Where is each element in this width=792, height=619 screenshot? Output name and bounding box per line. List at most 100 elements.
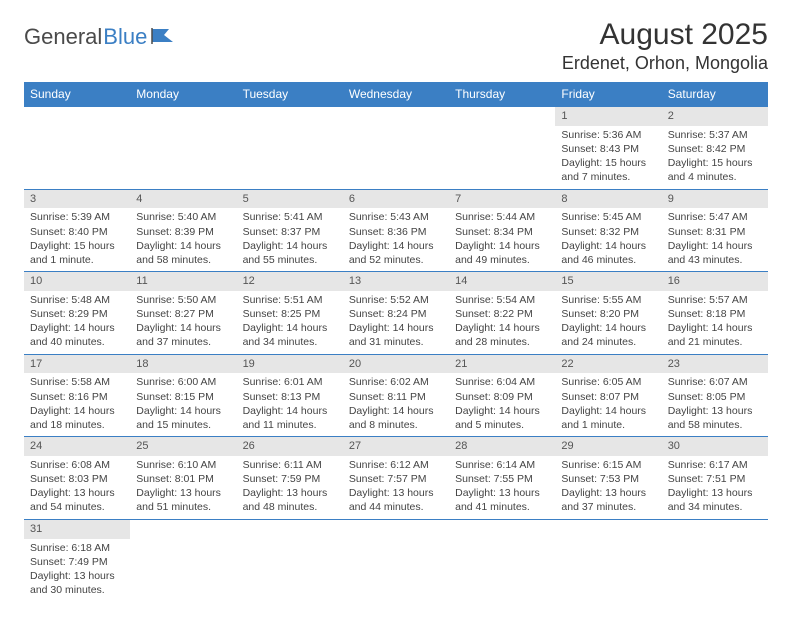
sunset-text: Sunset: 8:31 PM xyxy=(668,225,762,239)
daylight-text: Daylight: 14 hours and 31 minutes. xyxy=(349,321,443,349)
day-details: Sunrise: 6:05 AMSunset: 8:07 PMDaylight:… xyxy=(555,373,661,436)
sunset-text: Sunset: 8:24 PM xyxy=(349,307,443,321)
sunset-text: Sunset: 8:18 PM xyxy=(668,307,762,321)
day-number xyxy=(237,520,343,539)
day-cell xyxy=(662,519,768,601)
day-details: Sunrise: 5:41 AMSunset: 8:37 PMDaylight:… xyxy=(237,208,343,271)
day-cell: 22Sunrise: 6:05 AMSunset: 8:07 PMDayligh… xyxy=(555,354,661,437)
daylight-text: Daylight: 14 hours and 34 minutes. xyxy=(243,321,337,349)
sunrise-text: Sunrise: 6:15 AM xyxy=(561,458,655,472)
day-number: 10 xyxy=(24,272,130,291)
sunset-text: Sunset: 8:07 PM xyxy=(561,390,655,404)
day-number xyxy=(24,107,130,126)
day-details: Sunrise: 5:57 AMSunset: 8:18 PMDaylight:… xyxy=(662,291,768,354)
sunset-text: Sunset: 7:49 PM xyxy=(30,555,124,569)
day-details: Sunrise: 6:12 AMSunset: 7:57 PMDaylight:… xyxy=(343,456,449,519)
sunrise-text: Sunrise: 6:11 AM xyxy=(243,458,337,472)
day-cell: 1Sunrise: 5:36 AMSunset: 8:43 PMDaylight… xyxy=(555,107,661,190)
sunrise-text: Sunrise: 5:40 AM xyxy=(136,210,230,224)
day-cell: 16Sunrise: 5:57 AMSunset: 8:18 PMDayligh… xyxy=(662,272,768,355)
day-details: Sunrise: 6:04 AMSunset: 8:09 PMDaylight:… xyxy=(449,373,555,436)
day-number: 15 xyxy=(555,272,661,291)
day-number: 31 xyxy=(24,520,130,539)
day-header: Tuesday xyxy=(237,82,343,107)
day-cell: 19Sunrise: 6:01 AMSunset: 8:13 PMDayligh… xyxy=(237,354,343,437)
day-cell: 30Sunrise: 6:17 AMSunset: 7:51 PMDayligh… xyxy=(662,437,768,520)
logo-text-general: General xyxy=(24,24,102,50)
sunrise-text: Sunrise: 6:02 AM xyxy=(349,375,443,389)
sunset-text: Sunset: 8:09 PM xyxy=(455,390,549,404)
day-number xyxy=(449,107,555,126)
day-header-row: Sunday Monday Tuesday Wednesday Thursday… xyxy=(24,82,768,107)
day-number: 29 xyxy=(555,437,661,456)
day-number: 20 xyxy=(343,355,449,374)
day-cell xyxy=(555,519,661,601)
day-cell: 10Sunrise: 5:48 AMSunset: 8:29 PMDayligh… xyxy=(24,272,130,355)
daylight-text: Daylight: 14 hours and 46 minutes. xyxy=(561,239,655,267)
daylight-text: Daylight: 14 hours and 11 minutes. xyxy=(243,404,337,432)
daylight-text: Daylight: 14 hours and 8 minutes. xyxy=(349,404,443,432)
day-number: 21 xyxy=(449,355,555,374)
sunrise-text: Sunrise: 5:57 AM xyxy=(668,293,762,307)
location: Erdenet, Orhon, Mongolia xyxy=(562,53,768,74)
sunrise-text: Sunrise: 5:36 AM xyxy=(561,128,655,142)
day-number: 22 xyxy=(555,355,661,374)
day-cell: 21Sunrise: 6:04 AMSunset: 8:09 PMDayligh… xyxy=(449,354,555,437)
sunrise-text: Sunrise: 5:43 AM xyxy=(349,210,443,224)
day-number: 16 xyxy=(662,272,768,291)
sunset-text: Sunset: 8:11 PM xyxy=(349,390,443,404)
day-number xyxy=(662,520,768,539)
day-details: Sunrise: 6:10 AMSunset: 8:01 PMDaylight:… xyxy=(130,456,236,519)
daylight-text: Daylight: 14 hours and 28 minutes. xyxy=(455,321,549,349)
day-cell: 15Sunrise: 5:55 AMSunset: 8:20 PMDayligh… xyxy=(555,272,661,355)
sunrise-text: Sunrise: 5:44 AM xyxy=(455,210,549,224)
daylight-text: Daylight: 15 hours and 7 minutes. xyxy=(561,156,655,184)
daylight-text: Daylight: 13 hours and 41 minutes. xyxy=(455,486,549,514)
day-cell: 24Sunrise: 6:08 AMSunset: 8:03 PMDayligh… xyxy=(24,437,130,520)
day-cell: 2Sunrise: 5:37 AMSunset: 8:42 PMDaylight… xyxy=(662,107,768,190)
calendar-body: 1Sunrise: 5:36 AMSunset: 8:43 PMDaylight… xyxy=(24,107,768,602)
day-header: Friday xyxy=(555,82,661,107)
day-details: Sunrise: 5:48 AMSunset: 8:29 PMDaylight:… xyxy=(24,291,130,354)
day-cell xyxy=(449,519,555,601)
day-cell: 12Sunrise: 5:51 AMSunset: 8:25 PMDayligh… xyxy=(237,272,343,355)
sunset-text: Sunset: 8:39 PM xyxy=(136,225,230,239)
day-details: Sunrise: 6:14 AMSunset: 7:55 PMDaylight:… xyxy=(449,456,555,519)
sunrise-text: Sunrise: 5:48 AM xyxy=(30,293,124,307)
daylight-text: Daylight: 13 hours and 48 minutes. xyxy=(243,486,337,514)
sunset-text: Sunset: 8:36 PM xyxy=(349,225,443,239)
day-details: Sunrise: 6:07 AMSunset: 8:05 PMDaylight:… xyxy=(662,373,768,436)
day-details: Sunrise: 5:45 AMSunset: 8:32 PMDaylight:… xyxy=(555,208,661,271)
day-number: 19 xyxy=(237,355,343,374)
sunrise-text: Sunrise: 5:55 AM xyxy=(561,293,655,307)
day-number xyxy=(555,520,661,539)
day-number xyxy=(130,107,236,126)
daylight-text: Daylight: 14 hours and 15 minutes. xyxy=(136,404,230,432)
day-cell: 3Sunrise: 5:39 AMSunset: 8:40 PMDaylight… xyxy=(24,189,130,272)
day-details: Sunrise: 5:55 AMSunset: 8:20 PMDaylight:… xyxy=(555,291,661,354)
sunset-text: Sunset: 8:01 PM xyxy=(136,472,230,486)
daylight-text: Daylight: 14 hours and 24 minutes. xyxy=(561,321,655,349)
sunset-text: Sunset: 8:37 PM xyxy=(243,225,337,239)
flag-icon xyxy=(151,24,175,50)
sunset-text: Sunset: 8:20 PM xyxy=(561,307,655,321)
day-cell xyxy=(24,107,130,190)
day-details: Sunrise: 5:54 AMSunset: 8:22 PMDaylight:… xyxy=(449,291,555,354)
day-details: Sunrise: 6:00 AMSunset: 8:15 PMDaylight:… xyxy=(130,373,236,436)
daylight-text: Daylight: 13 hours and 34 minutes. xyxy=(668,486,762,514)
day-cell: 6Sunrise: 5:43 AMSunset: 8:36 PMDaylight… xyxy=(343,189,449,272)
day-cell xyxy=(449,107,555,190)
day-cell: 26Sunrise: 6:11 AMSunset: 7:59 PMDayligh… xyxy=(237,437,343,520)
sunrise-text: Sunrise: 6:17 AM xyxy=(668,458,762,472)
sunset-text: Sunset: 8:03 PM xyxy=(30,472,124,486)
day-details: Sunrise: 5:47 AMSunset: 8:31 PMDaylight:… xyxy=(662,208,768,271)
daylight-text: Daylight: 13 hours and 54 minutes. xyxy=(30,486,124,514)
day-number: 26 xyxy=(237,437,343,456)
day-details: Sunrise: 5:52 AMSunset: 8:24 PMDaylight:… xyxy=(343,291,449,354)
day-number xyxy=(449,520,555,539)
day-cell xyxy=(237,107,343,190)
sunset-text: Sunset: 8:05 PM xyxy=(668,390,762,404)
daylight-text: Daylight: 13 hours and 37 minutes. xyxy=(561,486,655,514)
day-number: 2 xyxy=(662,107,768,126)
logo-text-blue: Blue xyxy=(103,24,147,50)
